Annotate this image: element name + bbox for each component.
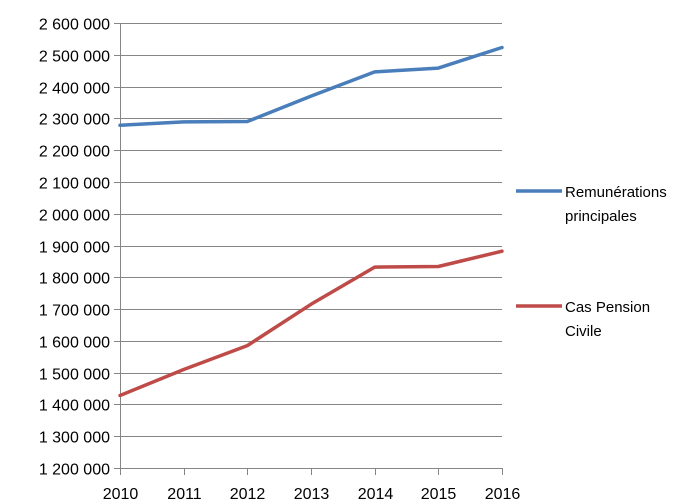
y-tick-label: 1 200 000: [39, 462, 110, 479]
y-tick-label: 1 300 000: [39, 430, 110, 447]
y-axis-tick-labels: 1 200 000 1 300 000 1 400 000 1 500 000 1 60…: [39, 17, 110, 479]
legend: Remunérations principales Cas Pension Civil…: [516, 184, 667, 340]
data-series: [118, 45, 504, 398]
x-tick-label: 2010: [103, 486, 139, 503]
y-tick-label: 2 100 000: [39, 176, 110, 193]
x-tick-label: 2016: [485, 486, 521, 503]
y-tick-label: 1 600 000: [39, 335, 110, 352]
y-tick-label: 2 300 000: [39, 112, 110, 129]
legend-label-2: Civile: [565, 323, 602, 340]
y-tick-label: 1 400 000: [39, 398, 110, 415]
series-line-1: [118, 45, 504, 128]
axes: [114, 23, 503, 475]
x-tick-label: 2015: [421, 486, 457, 503]
y-tick-label: 2 200 000: [39, 144, 110, 161]
legend-label-1: Remunérations: [565, 184, 667, 201]
y-tick-label: 1 800 000: [39, 271, 110, 288]
x-axis-tick-labels: 2010 2011 2012 2013 2014 2015 2016: [103, 486, 521, 503]
y-tick-label: 1 900 000: [39, 240, 110, 257]
y-tick-label: 2 400 000: [39, 81, 110, 98]
series-line-2: [118, 249, 504, 398]
x-tick-label: 2013: [294, 486, 330, 503]
y-tick-label: 2 000 000: [39, 208, 110, 225]
y-tick-label: 1 700 000: [39, 303, 110, 320]
x-tick-label: 2014: [358, 486, 394, 503]
legend-label-2: Cas Pension: [565, 299, 650, 316]
y-tick-label: 2 600 000: [39, 17, 110, 34]
gridlines: [120, 23, 502, 437]
x-tick-label: 2011: [167, 486, 202, 503]
y-tick-label: 2 500 000: [39, 49, 110, 66]
y-tick-label: 1 500 000: [39, 367, 110, 384]
x-tick-label: 2012: [230, 486, 266, 503]
legend-label-1: principales: [565, 208, 637, 225]
